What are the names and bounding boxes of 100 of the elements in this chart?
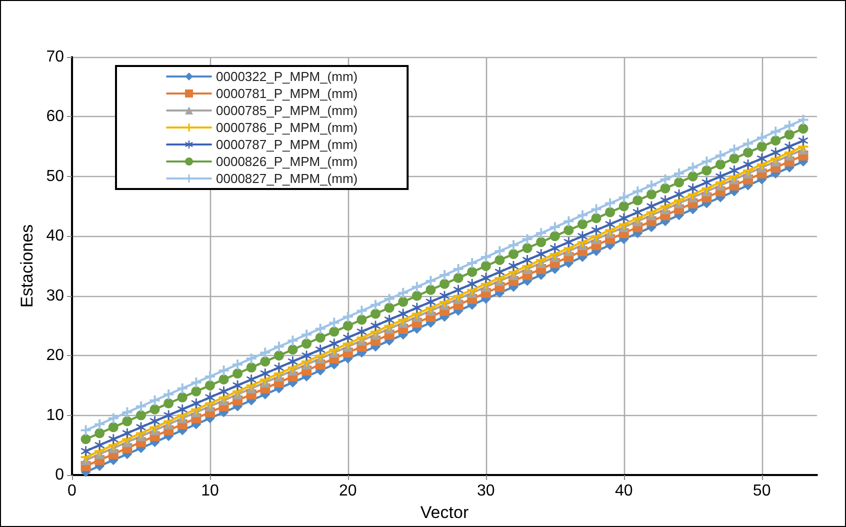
point [260,368,270,378]
point [591,225,602,236]
point [522,234,532,244]
x-tick-label: 0 [68,482,77,500]
point [508,240,518,250]
point [94,428,105,438]
point [784,142,794,152]
point [494,255,505,266]
point [784,120,794,131]
point [440,278,450,289]
point [315,332,326,343]
point [660,174,670,184]
point [136,422,146,432]
point [688,171,698,182]
point [743,159,754,170]
point [440,290,450,301]
point [646,180,656,190]
point [384,294,394,304]
y-tick-label: 70 [46,48,64,66]
legend-label: 0000322_P_MPM_(mm) [216,69,358,84]
point [191,386,202,396]
point [618,213,629,224]
point [274,350,284,361]
point [798,114,808,125]
y-axis-title: Estaciones [17,224,36,308]
point [342,332,353,343]
point [288,356,298,367]
point [356,326,367,337]
point [329,318,340,328]
x-tick-label: 50 [752,482,771,500]
point [384,302,394,313]
point [315,324,326,334]
point [508,261,518,271]
point [398,288,408,298]
point [302,338,312,349]
point [577,219,588,230]
point [370,308,381,319]
point [702,156,712,166]
point [440,270,450,280]
point [94,419,105,430]
point [674,168,684,178]
point [288,336,298,346]
point [164,389,174,400]
point [522,255,532,266]
point [412,282,422,292]
point [232,368,243,378]
y-tick-label: 40 [46,228,64,245]
point [494,266,505,277]
point [177,404,188,414]
point [164,410,174,420]
point [384,314,394,325]
point [688,183,698,194]
point [136,410,146,420]
point [232,380,243,390]
y-tick-label: 10 [46,406,64,424]
y-tick-label: 20 [46,347,64,364]
point [453,284,464,295]
point [370,300,381,310]
point [605,198,616,208]
legend-label: 0000826_P_MPM_(mm) [216,154,358,169]
point [756,132,767,143]
point [618,192,629,202]
point [770,136,781,146]
point [260,356,270,367]
point [467,266,478,277]
point [191,398,202,408]
y-tick-label: 0 [55,466,64,484]
point [94,440,105,450]
point [136,401,146,412]
point [260,348,270,358]
point [218,374,229,384]
point [550,222,560,232]
x-axis-title: Vector [420,502,469,522]
point [591,213,602,224]
point [564,216,574,226]
point [632,207,643,218]
point [480,252,491,262]
point [426,284,436,295]
point [702,165,712,176]
point [743,138,754,149]
point [122,416,132,426]
point [356,306,367,316]
point [453,272,464,283]
point [302,350,312,361]
point [150,395,160,406]
point [426,276,436,286]
point [577,231,588,242]
point [494,246,505,256]
point [591,204,602,214]
point [536,249,546,260]
point [329,326,340,337]
point [743,148,754,158]
point [342,320,353,331]
point [564,237,574,248]
x-tick-label: 20 [339,482,357,500]
x-tick-label: 10 [201,482,219,500]
point [453,264,464,274]
y-tick-label: 60 [46,108,64,126]
point [605,207,616,218]
point [756,142,767,152]
